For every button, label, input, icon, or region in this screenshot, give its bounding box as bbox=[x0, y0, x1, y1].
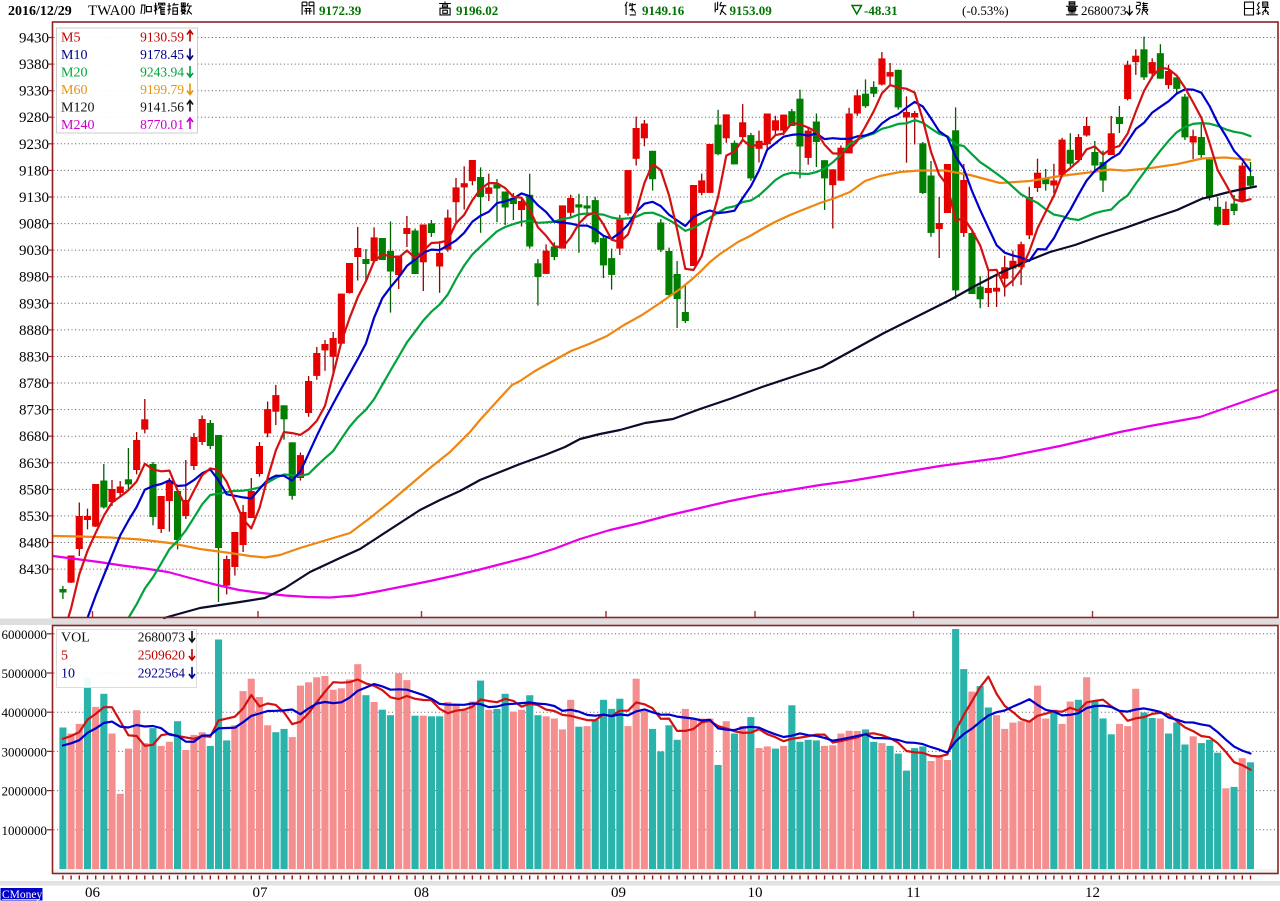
svg-text:07: 07 bbox=[253, 885, 269, 901]
svg-text:9130: 9130 bbox=[19, 190, 49, 206]
svg-text:2680073: 2680073 bbox=[138, 630, 186, 645]
svg-text:8630: 8630 bbox=[19, 456, 49, 472]
svg-text:M120: M120 bbox=[61, 101, 94, 116]
svg-text:9230: 9230 bbox=[19, 137, 49, 153]
svg-text:9149.16: 9149.16 bbox=[642, 3, 685, 18]
svg-text:8930: 8930 bbox=[19, 296, 49, 312]
svg-text:1000000: 1000000 bbox=[2, 823, 48, 838]
svg-text:M240: M240 bbox=[61, 118, 94, 133]
svg-text:9141.56: 9141.56 bbox=[140, 100, 184, 115]
svg-text:9153.09: 9153.09 bbox=[730, 3, 773, 18]
svg-text:10: 10 bbox=[61, 667, 75, 682]
svg-text:9199.79: 9199.79 bbox=[140, 82, 184, 97]
svg-text:9172.39: 9172.39 bbox=[319, 3, 362, 18]
svg-text:(-0.53%): (-0.53%) bbox=[962, 3, 1009, 18]
svg-text:2922564: 2922564 bbox=[138, 666, 186, 681]
svg-text:9280: 9280 bbox=[19, 110, 49, 126]
svg-text:8830: 8830 bbox=[19, 350, 49, 366]
svg-text:M60: M60 bbox=[61, 83, 87, 98]
svg-text:9080: 9080 bbox=[19, 217, 49, 233]
svg-text:8770.01: 8770.01 bbox=[140, 117, 184, 132]
svg-text:9130.59: 9130.59 bbox=[140, 30, 184, 45]
svg-text:8880: 8880 bbox=[19, 323, 49, 339]
svg-text:9180: 9180 bbox=[19, 163, 49, 179]
svg-text:M10: M10 bbox=[61, 48, 87, 63]
svg-text:8480: 8480 bbox=[19, 536, 49, 552]
svg-text:10: 10 bbox=[748, 885, 763, 901]
svg-text:2680073: 2680073 bbox=[1081, 3, 1127, 18]
svg-text:11: 11 bbox=[906, 885, 920, 901]
svg-text:8730: 8730 bbox=[19, 403, 49, 419]
svg-text:9380: 9380 bbox=[19, 57, 49, 73]
svg-text:5: 5 bbox=[61, 649, 68, 664]
svg-text:2509620: 2509620 bbox=[138, 648, 186, 663]
svg-text:06: 06 bbox=[85, 885, 101, 901]
svg-text:CMoney: CMoney bbox=[2, 889, 43, 901]
svg-text:-48.31: -48.31 bbox=[864, 3, 898, 18]
svg-text:VOL: VOL bbox=[61, 631, 90, 646]
svg-text:M5: M5 bbox=[61, 31, 80, 46]
svg-text:9430: 9430 bbox=[19, 31, 49, 47]
svg-text:12: 12 bbox=[1085, 885, 1100, 901]
svg-text:8980: 8980 bbox=[19, 270, 49, 286]
svg-text:9330: 9330 bbox=[19, 84, 49, 100]
svg-text:5000000: 5000000 bbox=[2, 666, 48, 681]
svg-text:8580: 8580 bbox=[19, 482, 49, 498]
svg-text:9196.02: 9196.02 bbox=[456, 3, 498, 18]
svg-text:3000000: 3000000 bbox=[2, 744, 48, 759]
svg-text:6000000: 6000000 bbox=[2, 627, 48, 642]
svg-text:9243.94: 9243.94 bbox=[140, 65, 184, 80]
svg-text:M20: M20 bbox=[61, 66, 87, 81]
svg-text:8780: 8780 bbox=[19, 376, 49, 392]
svg-text:TWA00: TWA00 bbox=[88, 3, 136, 19]
svg-text:4000000: 4000000 bbox=[2, 705, 48, 720]
svg-text:2000000: 2000000 bbox=[2, 784, 48, 799]
svg-text:8430: 8430 bbox=[19, 562, 49, 578]
svg-text:08: 08 bbox=[414, 885, 429, 901]
svg-text:8530: 8530 bbox=[19, 509, 49, 525]
svg-text:09: 09 bbox=[611, 885, 626, 901]
svg-text:9178.45: 9178.45 bbox=[140, 47, 184, 62]
svg-text:2016/12/29: 2016/12/29 bbox=[8, 4, 72, 19]
svg-text:9030: 9030 bbox=[19, 243, 49, 259]
svg-text:8680: 8680 bbox=[19, 429, 49, 445]
